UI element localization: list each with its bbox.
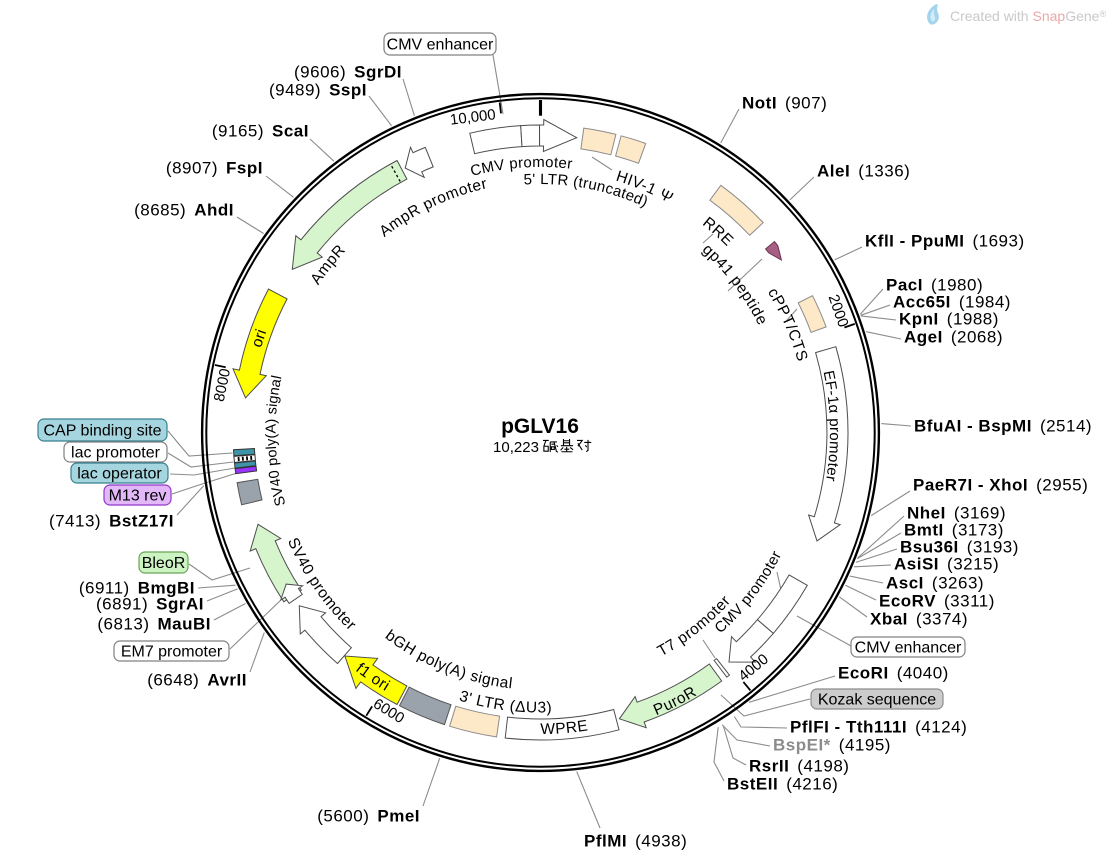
svg-text:(9165)ScaI: (9165) ScaI (212, 122, 309, 141)
svg-text:EM7 promoter: EM7 promoter (121, 644, 223, 661)
svg-text:NheI(3169): NheI (3169) (907, 504, 1006, 523)
svg-text:Bsu36I(3193): Bsu36I (3193) (900, 538, 1019, 557)
svg-text:M13 rev: M13 rev (109, 488, 167, 505)
svg-text:BstEII(4216): BstEII (4216) (727, 775, 838, 794)
svg-text:PacI(1980): PacI (1980) (886, 276, 983, 295)
svg-text:8000: 8000 (211, 367, 234, 403)
svg-text:NotI(907): NotI (907) (742, 94, 827, 113)
svg-text:Created with SnapGene®: Created with SnapGene® (950, 8, 1106, 24)
svg-text:ori: ori (249, 327, 271, 349)
svg-text:(6891)SgrAI: (6891) SgrAI (96, 595, 204, 614)
svg-text:(8685)AhdI: (8685) AhdI (134, 201, 234, 220)
svg-text:PaeR7I - XhoI(2955): PaeR7I - XhoI (2955) (913, 476, 1088, 495)
svg-text:XbaI(3374): XbaI (3374) (870, 610, 968, 629)
svg-text:CAP binding site: CAP binding site (44, 423, 162, 440)
svg-text:(5600)PmeI: (5600) PmeI (317, 807, 420, 826)
svg-text:Acc65I(1984): Acc65I (1984) (893, 293, 1011, 312)
svg-text:(8907)FspI: (8907) FspI (166, 159, 263, 178)
svg-text:KflI - PpuMI(1693): KflI - PpuMI (1693) (865, 232, 1025, 251)
svg-text:EcoRI(4040): EcoRI (4040) (838, 664, 949, 683)
svg-text:Kozak sequence: Kozak sequence (818, 692, 936, 709)
svg-text:lac operator: lac operator (77, 466, 162, 483)
svg-text:(9606)SgrDI: (9606) SgrDI (294, 63, 402, 82)
svg-text:AgeI(2068): AgeI (2068) (904, 328, 1003, 347)
svg-text:BfuAI - BspMI(2514): BfuAI - BspMI (2514) (914, 417, 1092, 436)
svg-text:CMV enhancer: CMV enhancer (387, 37, 494, 54)
svg-text:(6911)BmgBI: (6911) BmgBI (79, 579, 195, 598)
svg-text:KpnI(1988): KpnI (1988) (899, 310, 999, 329)
svg-text:10,000: 10,000 (449, 106, 497, 129)
svg-text:CMV enhancer: CMV enhancer (855, 640, 962, 657)
svg-text:BspEI*(4195): BspEI* (4195) (773, 736, 891, 755)
svg-text:RsrII(4198): RsrII (4198) (749, 757, 849, 776)
svg-text:PflFI - Tth111I(4124): PflFI - Tth111I (4124) (790, 718, 967, 737)
svg-text:PflMI(4938): PflMI (4938) (584, 832, 687, 851)
svg-text:AsiSI(3215): AsiSI (3215) (894, 555, 999, 574)
svg-text:BleoR: BleoR (142, 555, 186, 572)
svg-text:AleI(1336): AleI (1336) (817, 162, 910, 181)
svg-text:(7413)BstZ17I: (7413) BstZ17I (49, 512, 174, 531)
svg-text:10,223: 10,223 (493, 439, 539, 456)
svg-text:WPRE: WPRE (540, 717, 589, 738)
svg-text:(6813)MauBI: (6813) MauBI (97, 615, 211, 634)
svg-text:EcoRV(3311): EcoRV (3311) (879, 592, 995, 611)
svg-text:BmtI(3173): BmtI (3173) (904, 521, 1004, 540)
svg-text:lac promoter: lac promoter (71, 445, 161, 462)
svg-text:(6648)AvrII: (6648) AvrII (147, 671, 247, 690)
svg-text:AscI(3263): AscI (3263) (886, 574, 984, 593)
svg-text:pGLV16: pGLV16 (501, 415, 579, 438)
svg-text:(9489)SspI: (9489) SspI (269, 81, 367, 100)
